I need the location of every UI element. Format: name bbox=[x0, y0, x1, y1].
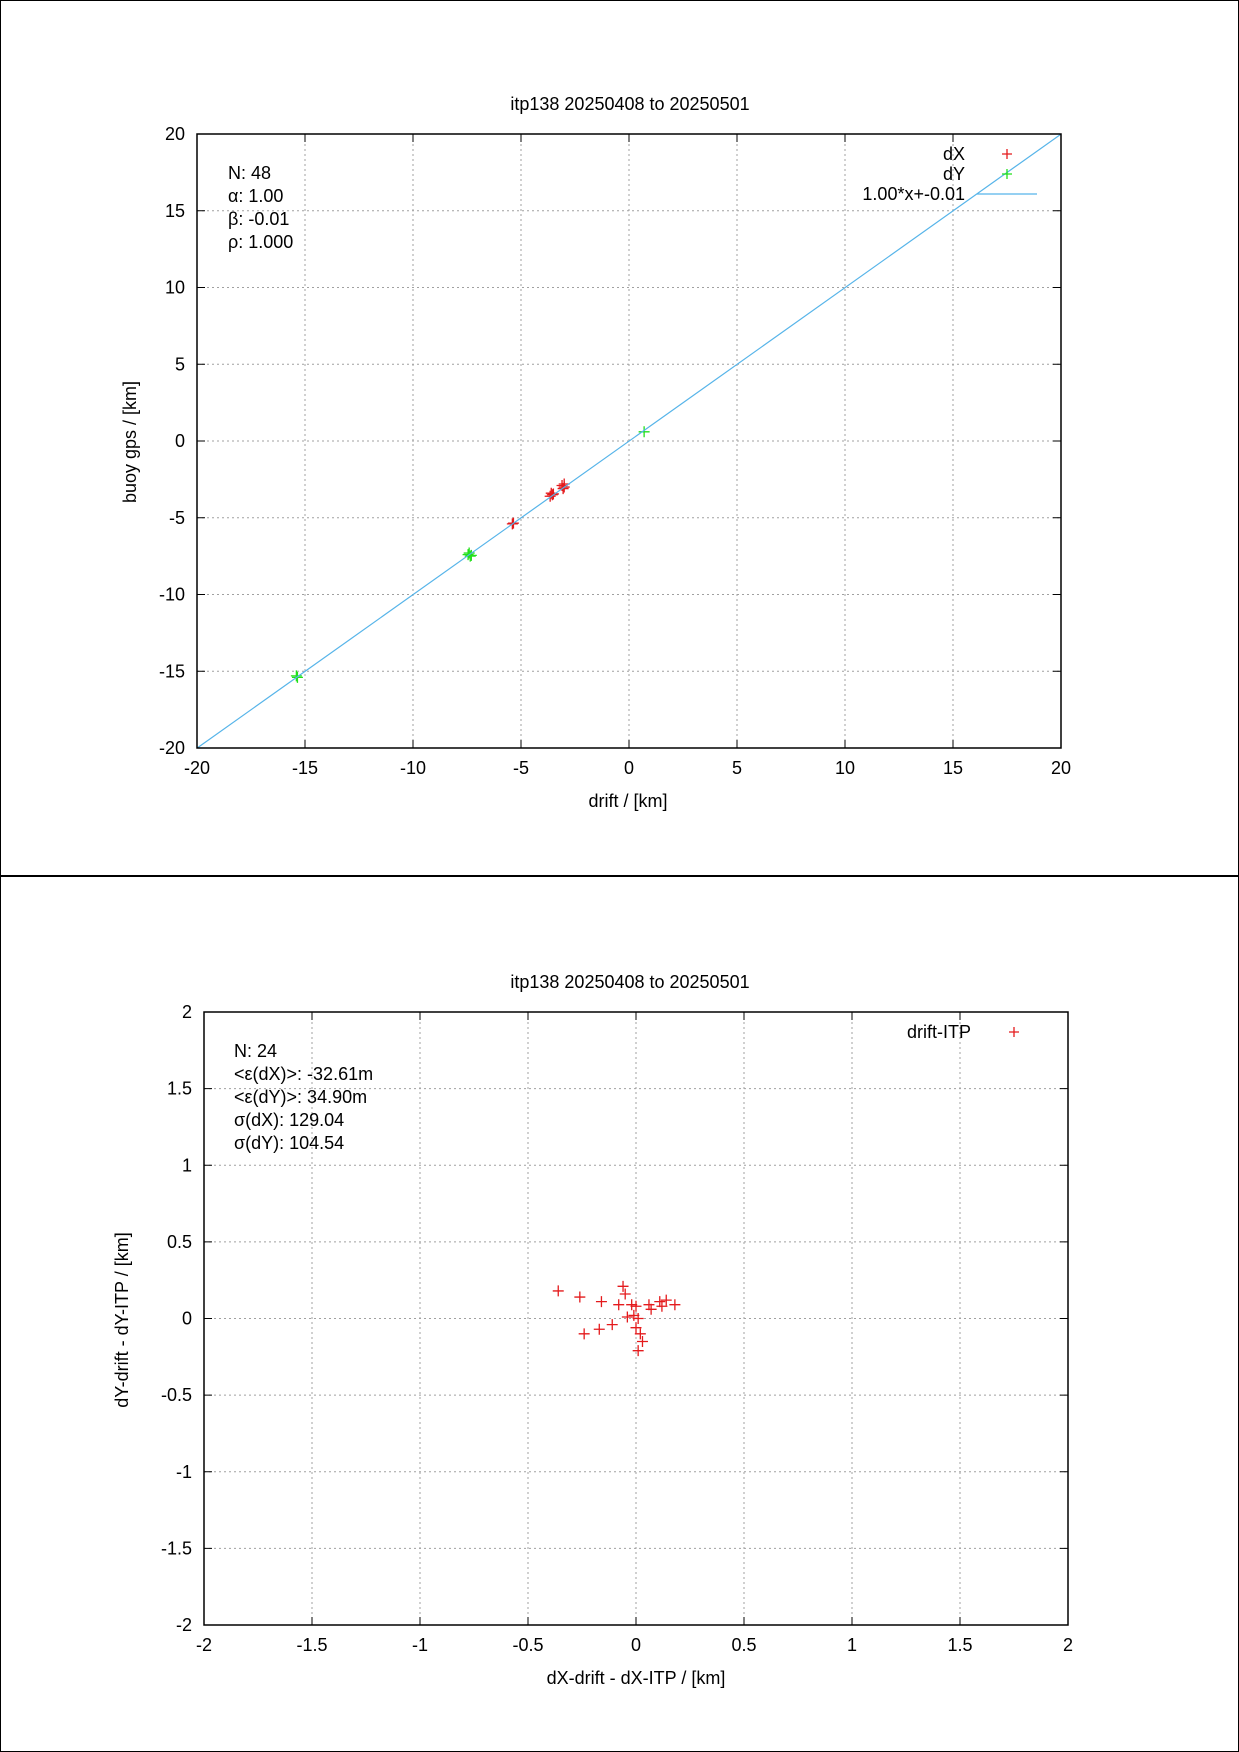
data-point-drift-itp bbox=[630, 1322, 642, 1334]
y-tick-label: -1 bbox=[176, 1462, 192, 1482]
stats-line: N: 48 bbox=[228, 163, 271, 183]
x-tick-label: -0.5 bbox=[512, 1635, 543, 1655]
stats-line: β: -0.01 bbox=[228, 209, 289, 229]
fit-line bbox=[197, 134, 1061, 748]
x-tick-label: -20 bbox=[184, 758, 210, 778]
y-tick-label: -1.5 bbox=[161, 1538, 192, 1558]
y-tick-label: -20 bbox=[159, 738, 185, 758]
data-point-drift-itp bbox=[630, 1300, 642, 1312]
legend-label: drift-ITP bbox=[907, 1022, 971, 1042]
data-point-drift-itp bbox=[574, 1291, 586, 1303]
data-point-drift-itp bbox=[606, 1319, 618, 1331]
y-tick-label: 0 bbox=[182, 1309, 192, 1329]
x-tick-label: 10 bbox=[835, 758, 855, 778]
legend-marker bbox=[1002, 169, 1012, 179]
plot-panel-bottom: itp138 20250408 to 20250501 dX-drift - d… bbox=[0, 876, 1239, 1752]
data-point-drift-itp bbox=[660, 1294, 672, 1306]
data-point-drift-itp bbox=[656, 1300, 668, 1312]
plot-area bbox=[552, 1280, 681, 1357]
legend-label: dY bbox=[943, 164, 965, 184]
stats-line: σ(dX): 129.04 bbox=[234, 1110, 344, 1130]
plot-area bbox=[197, 134, 1061, 748]
data-point-drift-itp bbox=[636, 1335, 648, 1347]
data-point-drift-itp bbox=[645, 1303, 657, 1315]
x-tick-label: -1.5 bbox=[296, 1635, 327, 1655]
x-tick-label: 0 bbox=[631, 1635, 641, 1655]
data-point-dy bbox=[638, 426, 650, 438]
x-tick-label: 2 bbox=[1063, 1635, 1073, 1655]
stats-line: ρ: 1.000 bbox=[228, 232, 293, 252]
x-tick-label: 1 bbox=[847, 1635, 857, 1655]
data-point-drift-itp bbox=[619, 1288, 631, 1300]
data-point-drift-itp bbox=[578, 1328, 590, 1340]
data-point-drift-itp bbox=[654, 1296, 666, 1308]
y-tick-label: 1 bbox=[182, 1155, 192, 1175]
x-tick-label: 15 bbox=[943, 758, 963, 778]
y-tick-label: 2 bbox=[182, 1002, 192, 1022]
data-point-drift-itp bbox=[595, 1296, 607, 1308]
y-tick-label: -2 bbox=[176, 1615, 192, 1635]
plot-panel-top: itp138 20250408 to 20250501 drift / [km]… bbox=[0, 0, 1239, 876]
data-point-dx bbox=[547, 488, 559, 500]
data-point-drift-itp bbox=[613, 1299, 625, 1311]
y-tick-label: 0 bbox=[175, 431, 185, 451]
x-tick-label: -5 bbox=[513, 758, 529, 778]
x-tick-label: -15 bbox=[292, 758, 318, 778]
x-tick-label: 5 bbox=[732, 758, 742, 778]
data-point-drift-itp bbox=[632, 1313, 644, 1324]
stats-line: σ(dY): 104.54 bbox=[234, 1133, 344, 1153]
scatter-plot-drift-minus-itp: itp138 20250408 to 20250501 dX-drift - d… bbox=[112, 972, 1073, 1688]
y-tick-label: 10 bbox=[165, 278, 185, 298]
plot-frame bbox=[196, 133, 1062, 749]
data-point-drift-itp bbox=[621, 1311, 633, 1323]
stats-line: N: 24 bbox=[234, 1041, 277, 1061]
stats-line: <ε(dY)>: 34.90m bbox=[234, 1087, 367, 1107]
chart-title: itp138 20250408 to 20250501 bbox=[510, 972, 749, 992]
legend-label: 1.00*x+-0.01 bbox=[862, 184, 965, 204]
y-tick-label: 0.5 bbox=[167, 1232, 192, 1252]
x-tick-label: -10 bbox=[400, 758, 426, 778]
y-tick-label: -10 bbox=[159, 585, 185, 605]
y-tick-label: 15 bbox=[165, 201, 185, 221]
data-point-dy bbox=[290, 670, 302, 682]
legend-marker bbox=[1002, 149, 1012, 159]
legend-marker bbox=[1009, 1027, 1019, 1037]
x-tick-label: 20 bbox=[1051, 758, 1071, 778]
data-point-drift-itp bbox=[632, 1345, 644, 1357]
data-point-drift-itp bbox=[552, 1285, 564, 1297]
chart-title: itp138 20250408 to 20250501 bbox=[510, 94, 749, 114]
x-tick-label: 1.5 bbox=[947, 1635, 972, 1655]
data-point-dx bbox=[546, 489, 558, 501]
data-point-drift-itp bbox=[634, 1328, 646, 1340]
x-axis-label: dX-drift - dX-ITP / [km] bbox=[547, 1668, 726, 1688]
scatter-plot-drift-vs-gps: itp138 20250408 to 20250501 drift / [km]… bbox=[120, 94, 1071, 811]
plot-frame bbox=[203, 1011, 1069, 1626]
data-point-drift-itp bbox=[669, 1299, 681, 1311]
x-tick-label: -1 bbox=[412, 1635, 428, 1655]
stats-line: α: 1.00 bbox=[228, 186, 283, 206]
data-point-drift-itp bbox=[643, 1299, 655, 1311]
x-axis-label: drift / [km] bbox=[588, 791, 667, 811]
y-tick-label: -0.5 bbox=[161, 1385, 192, 1405]
x-tick-label: -2 bbox=[196, 1635, 212, 1655]
y-tick-label: 1.5 bbox=[167, 1079, 192, 1099]
x-tick-label: 0.5 bbox=[731, 1635, 756, 1655]
y-tick-label: -15 bbox=[159, 661, 185, 681]
y-axis-label: dY-drift - dY-ITP / [km] bbox=[112, 1232, 132, 1407]
legend-label: dX bbox=[943, 144, 965, 164]
data-point-drift-itp bbox=[617, 1280, 629, 1292]
y-tick-label: 5 bbox=[175, 354, 185, 374]
y-tick-label: 20 bbox=[165, 124, 185, 144]
y-tick-label: -5 bbox=[169, 508, 185, 528]
data-point-drift-itp bbox=[593, 1323, 605, 1335]
stats-line: <ε(dX)>: -32.61m bbox=[234, 1064, 373, 1084]
data-point-drift-itp bbox=[626, 1299, 638, 1311]
y-axis-label: buoy gps / [km] bbox=[120, 381, 140, 503]
x-tick-label: 0 bbox=[624, 758, 634, 778]
